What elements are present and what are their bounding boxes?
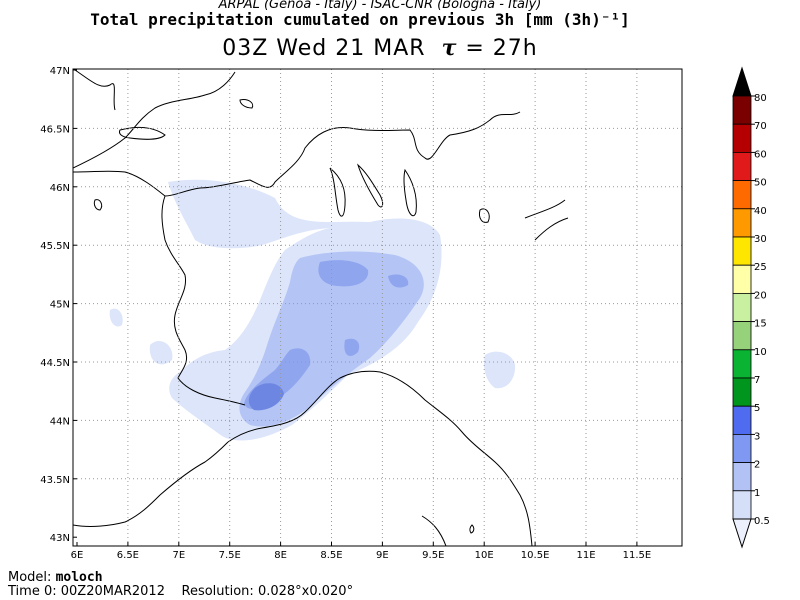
lon-label: 6.5E (117, 550, 139, 561)
footer-time-resolution: Time 0: 00Z20MAR2012 Resolution: 0.028°x… (8, 584, 353, 599)
colorbar-label: 3 (754, 431, 760, 442)
colorbar-label: 5 (754, 403, 760, 414)
lat-label: 45N (50, 300, 70, 311)
resolution-value: 0.028°x0.020° (257, 584, 354, 599)
colorbar-label: 25 (754, 262, 767, 273)
colorbar-segment (732, 349, 752, 379)
lon-label: 6E (71, 550, 84, 561)
lon-label: 8E (274, 550, 287, 561)
colorbar-segment (732, 292, 752, 322)
colorbar-cap-top (732, 66, 752, 97)
lat-label: 44.5N (40, 358, 70, 369)
precip-area-light (200, 207, 256, 231)
colorbar-label: 60 (754, 149, 767, 160)
colorbar-label: 15 (754, 319, 767, 330)
precip-area-light (484, 351, 516, 389)
lake-garda (403, 168, 417, 217)
small-lake (93, 199, 103, 211)
corsica-tip (421, 515, 447, 546)
coastline-france (73, 441, 229, 527)
colorbar-label: 30 (754, 234, 767, 245)
lon-label: 11E (576, 550, 595, 561)
map-title: Total precipitation cumulated on previou… (90, 10, 630, 29)
valid-time: 03Z Wed 21 MAR τ = 27h (0, 35, 760, 61)
lake-geneva (119, 127, 166, 140)
colorbar: 80 70 60 50 40 30 25 20 15 10 7 5 3 2 1 0.5 (732, 66, 770, 549)
precip-area-strong (388, 274, 409, 288)
lon-label: 10E (475, 550, 494, 561)
tau-value: = 27h (465, 36, 538, 61)
footer-model: Model: moloch (8, 570, 103, 585)
colorbar-label: 20 (754, 290, 767, 301)
lon-label: 10.5E (521, 550, 550, 561)
colorbar-segment (732, 377, 752, 407)
colorbar-label: 2 (754, 460, 760, 471)
colorbar-label: 1 (754, 488, 760, 499)
colorbar-segment (732, 321, 752, 351)
time0-label: Time 0: (8, 584, 57, 599)
precip-area-strong (318, 260, 369, 287)
source-line: ARPAL (Genoa - Italy) - ISAC-CNR (Bologn… (218, 0, 542, 12)
colorbar-segment (732, 264, 752, 294)
time0-value: 00Z20MAR2012 (60, 584, 165, 599)
colorbar-label: 0.5 (754, 516, 770, 527)
precip-area-light (149, 340, 173, 365)
colorbar-segment (732, 462, 752, 492)
precipitation-field (109, 179, 516, 441)
lat-label: 43N (50, 533, 70, 544)
colorbar-label: 7 (754, 375, 760, 386)
colorbar-segment (732, 490, 752, 520)
model-label: Model: (8, 570, 52, 585)
colorbar-segment (732, 123, 752, 153)
precip-area-max (248, 383, 284, 411)
lon-label: 8.5E (320, 550, 342, 561)
colorbar-segment (732, 95, 752, 125)
small-lake (239, 99, 254, 109)
colorbar-segment (732, 405, 752, 435)
colorbar-segment (732, 208, 752, 238)
time-label: 03Z Wed 21 MAR (222, 36, 426, 61)
coastlines-borders (73, 69, 569, 546)
colorbar-cap-bottom (732, 518, 752, 549)
map-frame (72, 68, 683, 547)
lon-label: 9E (376, 550, 389, 561)
lat-label: 43.5N (40, 475, 70, 486)
colorbar-label: 70 (754, 121, 767, 132)
small-lake (479, 208, 490, 223)
resolution-label: Resolution: (181, 584, 254, 599)
colorbar-label: 50 (754, 178, 767, 189)
lat-label: 46N (50, 183, 70, 194)
colorbar-label: 40 (754, 206, 767, 217)
river-coast-east (524, 199, 569, 241)
lon-label: 7E (172, 550, 185, 561)
model-value: moloch (55, 570, 103, 585)
colorbar-segment (732, 151, 752, 181)
lon-label: 7.5E (219, 550, 241, 561)
colorbar-label: 80 (754, 93, 767, 104)
precip-area-strong (344, 338, 360, 356)
colorbar-segment (732, 180, 752, 210)
lat-label: 46.5N (40, 124, 70, 135)
lat-label: 45.5N (40, 241, 70, 252)
latitude-labels: 47N 46.5N 46N 45.5N 45N 44.5N 44N 43.5N 43N (40, 66, 70, 544)
coastline-west (74, 69, 116, 111)
national-border (73, 71, 521, 197)
lon-label: 9.5E (422, 550, 444, 561)
precip-area-light (109, 308, 123, 327)
colorbar-label: 10 (754, 347, 767, 358)
lat-label: 47N (50, 66, 70, 77)
lon-label: 11.5E (623, 550, 652, 561)
tau-symbol: τ (441, 35, 458, 61)
coastline-liguria (227, 370, 533, 546)
island-small (469, 524, 475, 534)
colorbar-segment (732, 236, 752, 266)
colorbar-segment (732, 433, 752, 463)
lat-label: 44N (50, 416, 70, 427)
longitude-labels: 6E 6.5E 7E 7.5E 8E 8.5E 9E 9.5E 10E 10.5E 11E 11.5E (71, 550, 652, 561)
map-grid (73, 69, 682, 546)
alpine-border-west (161, 195, 246, 406)
lake-como (357, 163, 384, 208)
lake-maggiore (329, 167, 346, 217)
